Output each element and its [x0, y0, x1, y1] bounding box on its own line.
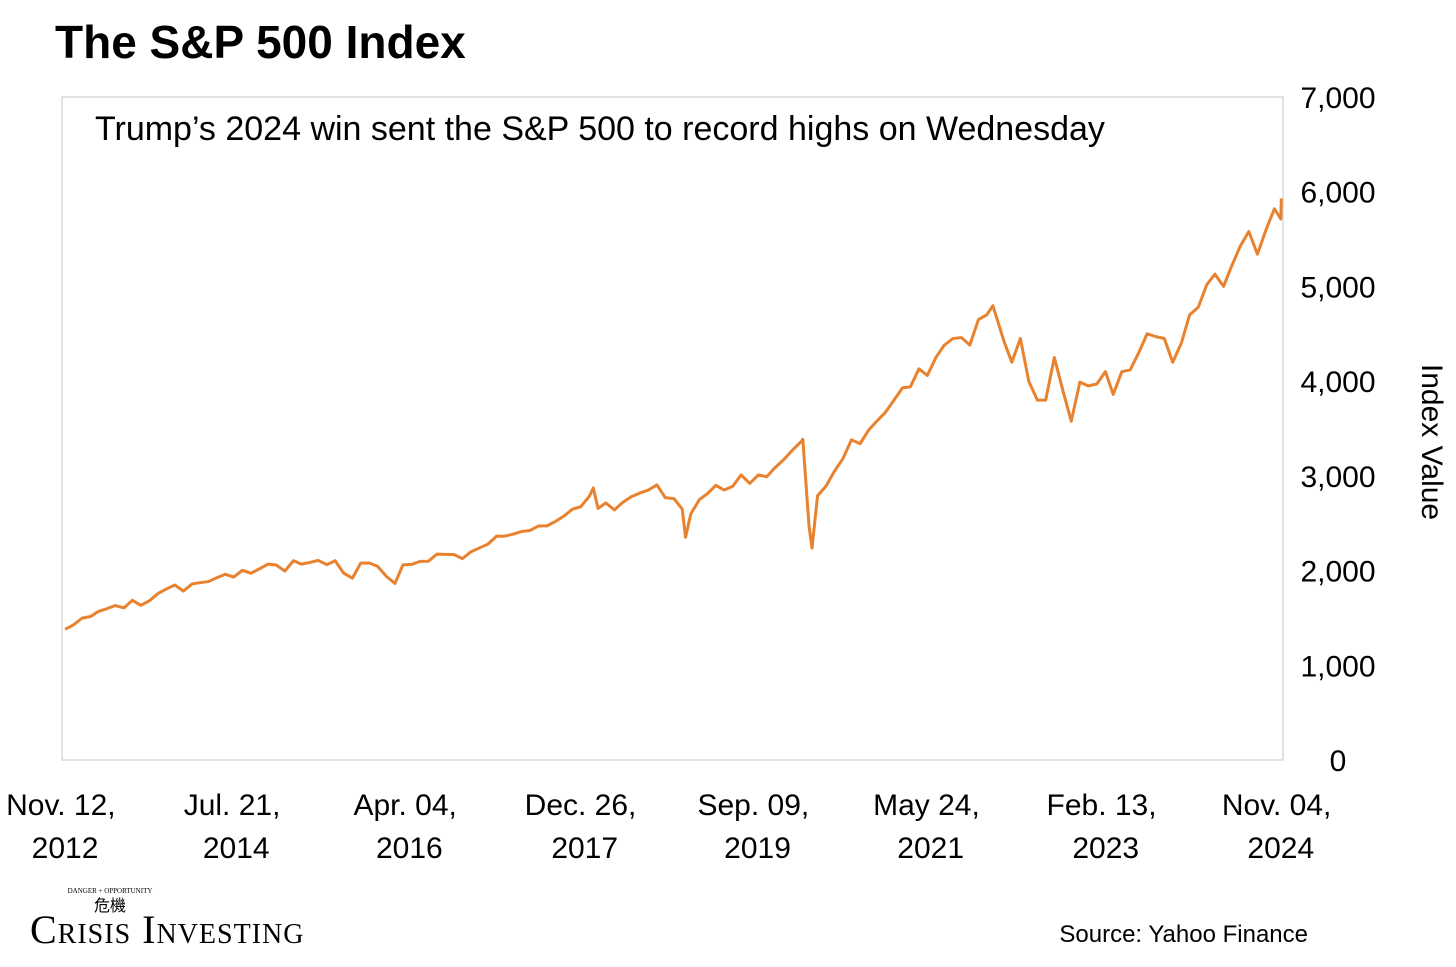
- y-tick-label: 2,000: [1300, 556, 1375, 589]
- plot-frame: [61, 96, 1284, 761]
- logo-tagline: DANGER + OPPORTUNITY: [68, 887, 153, 895]
- data-line: [64, 198, 1283, 631]
- y-tick-label: 6,000: [1300, 177, 1375, 210]
- x-tick-label: Jul. 21, 2014: [184, 789, 289, 865]
- y-axis-label: Index Value: [1415, 364, 1448, 520]
- y-tick-label: 7,000: [1300, 82, 1375, 115]
- x-tick-label: Feb. 13, 2023: [1047, 789, 1165, 865]
- x-tick-label: Apr. 04, 2016: [353, 789, 465, 865]
- logo-name: Crisis Investing: [30, 907, 304, 952]
- y-tick-label: 4,000: [1300, 366, 1375, 399]
- logo-mark: 危機: [94, 896, 126, 915]
- y-tick-label: 3,000: [1300, 461, 1375, 494]
- y-tick-label: 5,000: [1300, 271, 1375, 304]
- chart-subtitle: Trump’s 2024 win sent the S&P 500 to rec…: [95, 110, 1105, 148]
- y-tick-label: 0: [1330, 745, 1347, 778]
- x-tick-label: Sep. 09, 2019: [697, 789, 817, 865]
- y-tick-label: 1,000: [1300, 650, 1375, 683]
- logo: DANGER + OPPORTUNITY 危機 Crisis Investing: [30, 887, 304, 952]
- chart-title: The S&P 500 Index: [55, 16, 466, 68]
- x-tick-label: Nov. 12, 2012: [6, 789, 124, 865]
- x-tick-label: Dec. 26, 2017: [525, 789, 645, 865]
- x-tick-label: Nov. 04, 2024: [1222, 789, 1340, 865]
- x-tick-label: May 24, 2021: [873, 789, 988, 865]
- source-note: Source: Yahoo Finance: [1059, 921, 1308, 948]
